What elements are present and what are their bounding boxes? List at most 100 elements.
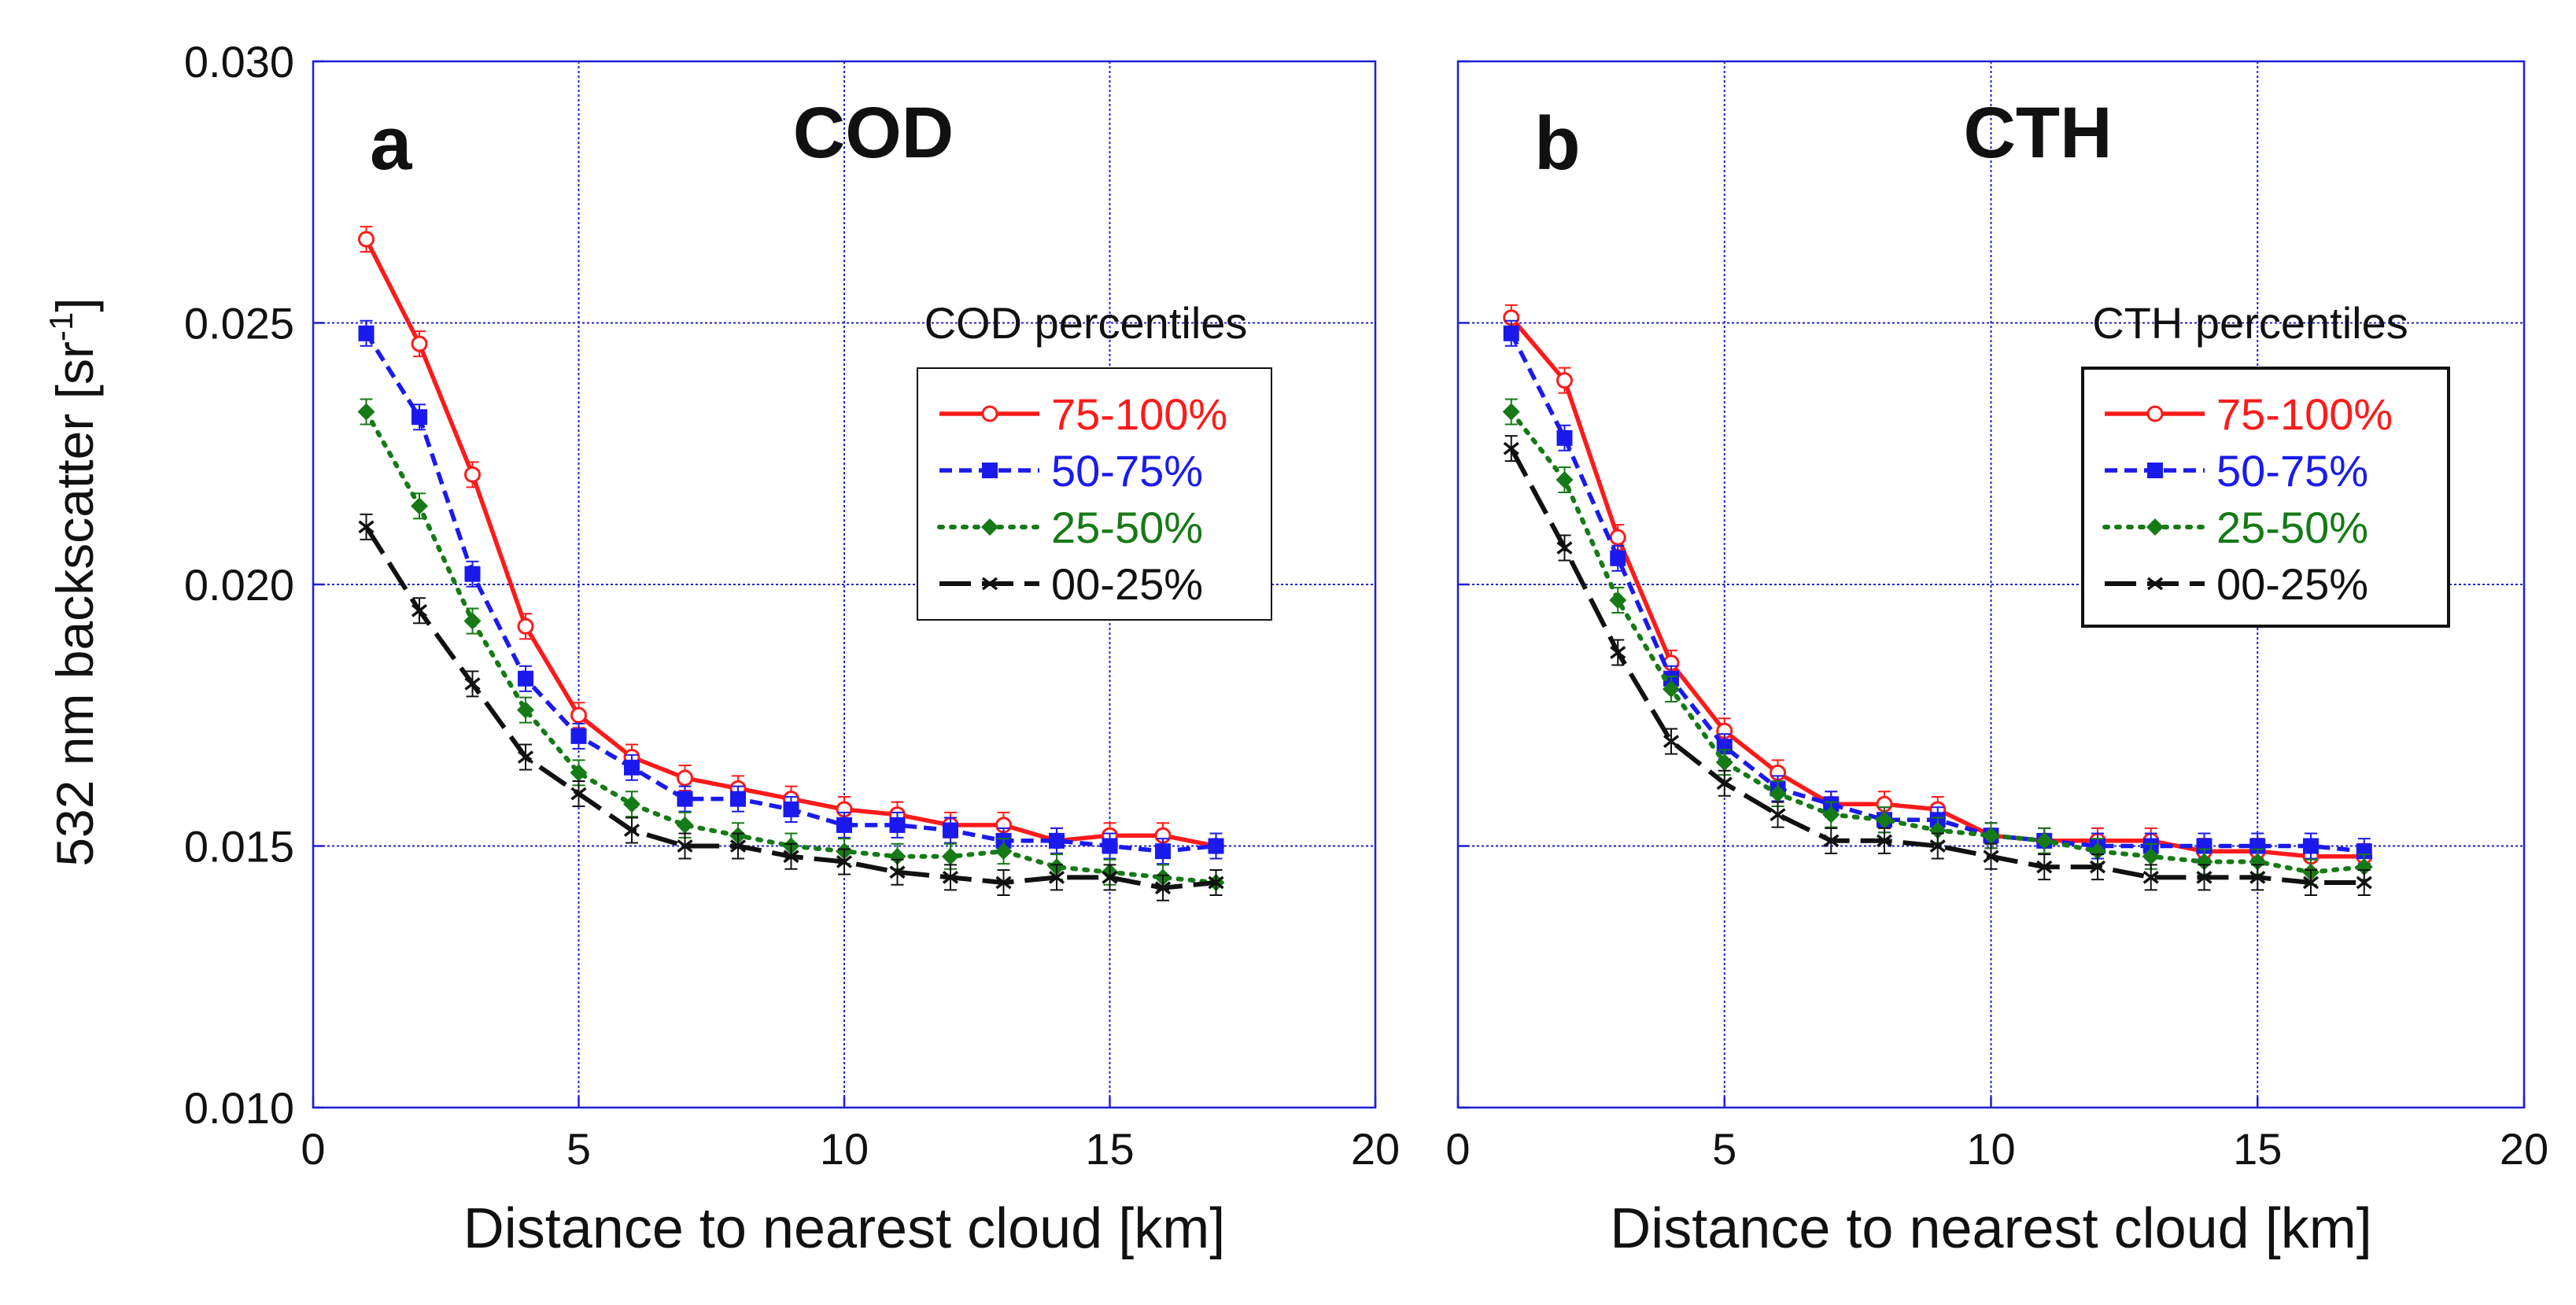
x-tick-label: 5 (1712, 1124, 1736, 1174)
data-point (2356, 843, 2372, 860)
data-point (1155, 843, 1171, 860)
data-point (677, 769, 693, 787)
data-point (981, 577, 998, 591)
data-point (1556, 429, 1573, 446)
data-point (2036, 860, 2053, 874)
data-point (995, 842, 1013, 861)
data-point (1503, 325, 1519, 341)
data-point (981, 405, 998, 422)
data-point (357, 403, 375, 421)
data-point (1102, 838, 1118, 854)
data-point (464, 466, 481, 483)
y-tick-label: 0.025 (184, 299, 294, 348)
x-tick-labels: 0 5 10 15 20 (1445, 1097, 2548, 1174)
data-point (1876, 834, 1893, 848)
data-point (2195, 853, 2213, 871)
legend-label: 50-75% (1051, 446, 1203, 496)
data-point (888, 847, 906, 865)
data-point (2302, 876, 2320, 890)
data-point (1049, 832, 1065, 849)
data-point (2089, 860, 2106, 874)
panels: 0 5 10 15 20 0.010 0.015 0.020 0.025 0.030 Distanc… (184, 37, 2548, 1260)
data-point (411, 335, 428, 352)
data-point (1556, 471, 1574, 488)
data-point (889, 865, 906, 879)
data-point (411, 603, 428, 617)
chart-panel-b: 0 5 10 15 20 Distance to nearest cloud [km] b C… (1445, 60, 2548, 1260)
x-tick-label: 15 (2233, 1124, 2282, 1174)
legend-item: 25-50% (937, 503, 1203, 552)
data-point (464, 676, 481, 691)
y-axis-label-close: ] (46, 297, 104, 312)
legend-item: 25-50% (2102, 503, 2368, 552)
panel-letter: b (1534, 101, 1581, 186)
x-axis-label: Distance to nearest cloud [km] (463, 1197, 1225, 1260)
data-point (1610, 646, 1626, 659)
data-point (1769, 785, 1787, 802)
legend-item: 75-100% (2105, 389, 2393, 439)
y-axis-label-main: 532 nm backscatter [sr (46, 341, 104, 867)
data-point (2142, 847, 2160, 865)
legend: 75-100% 50-75% 25-50% 00-25% (2081, 367, 2450, 628)
chart-panel-a: 0 5 10 15 20 0.010 0.015 0.020 0.025 0.030 Distanc… (184, 37, 1400, 1260)
data-point (358, 230, 375, 248)
legend-title: CTH percentiles (2092, 298, 2408, 348)
legend-label: 25-50% (1051, 503, 1203, 552)
data-point (783, 801, 799, 817)
data-point (2249, 853, 2267, 871)
panel-title: CTH (1963, 93, 2112, 173)
legend-box (2081, 367, 2450, 628)
legend-label: 75-100% (2216, 389, 2393, 439)
data-point (1503, 441, 1519, 455)
data-point (1822, 805, 1840, 824)
data-point (358, 325, 375, 341)
legend-title: COD percentiles (924, 298, 1248, 348)
data-point (2196, 838, 2212, 854)
panel-letter: a (370, 101, 412, 186)
data-point (677, 791, 693, 807)
x-tick-label: 10 (1966, 1124, 2015, 1174)
legend-item: 50-75% (2105, 446, 2368, 496)
data-point (2146, 405, 2164, 422)
legend-label: 50-75% (2216, 446, 2368, 496)
data-point (464, 566, 481, 582)
y-tick-labels (1458, 60, 1469, 1109)
data-point (1502, 403, 1520, 421)
data-point (2147, 463, 2163, 478)
data-point (1609, 529, 1626, 546)
data-point (517, 750, 534, 764)
x-tick-label: 10 (820, 1124, 869, 1174)
data-point (981, 518, 998, 536)
data-point (2196, 871, 2212, 884)
data-point (942, 847, 959, 865)
data-point (2249, 838, 2266, 854)
data-point (1929, 839, 1946, 853)
data-point (411, 409, 427, 426)
data-point (517, 617, 534, 635)
data-point (2089, 842, 2106, 861)
series-markers-50-75pct (358, 319, 1224, 865)
y-tick-label: 0.015 (184, 822, 294, 872)
x-tick-label: 0 (1445, 1124, 1470, 1174)
data-point (518, 670, 533, 687)
y-tick-label: 0.010 (184, 1083, 294, 1133)
data-point (729, 839, 747, 853)
series-group (357, 226, 1225, 901)
data-point (982, 463, 998, 478)
data-point (943, 822, 958, 839)
legend-label: 75-100% (1051, 389, 1227, 439)
data-point (358, 520, 375, 534)
data-point (2146, 577, 2164, 591)
legend: 75-100% 50-75% 25-50% 00-25% (917, 367, 1272, 621)
legend-label: 25-50% (2216, 503, 2368, 552)
data-point (1556, 372, 1573, 389)
data-point (730, 791, 746, 807)
data-point (2249, 871, 2266, 884)
data-point (1823, 834, 1840, 848)
y-tick-labels: 0.010 0.015 0.020 0.025 0.030 (184, 37, 324, 1133)
data-point (942, 871, 959, 884)
series-markers-00-25pct (1503, 435, 2372, 897)
data-point (517, 701, 534, 719)
x-axis-label: Distance to nearest cloud [km] (1610, 1197, 2371, 1260)
